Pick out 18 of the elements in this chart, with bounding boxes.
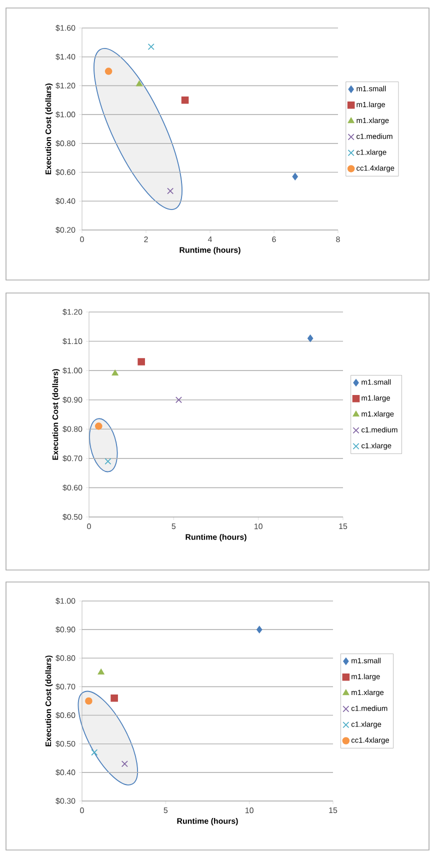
point <box>85 697 92 705</box>
point <box>112 370 118 376</box>
point <box>91 749 98 756</box>
point <box>256 626 262 634</box>
point <box>136 80 142 86</box>
point <box>110 694 118 702</box>
point <box>95 422 102 430</box>
point <box>167 188 174 194</box>
point <box>175 396 182 404</box>
point <box>307 334 314 342</box>
point <box>292 172 298 180</box>
point <box>104 458 112 465</box>
point <box>181 96 189 104</box>
point <box>148 43 154 50</box>
point <box>104 68 112 75</box>
point <box>138 358 145 366</box>
point <box>98 668 104 674</box>
point <box>121 760 128 768</box>
